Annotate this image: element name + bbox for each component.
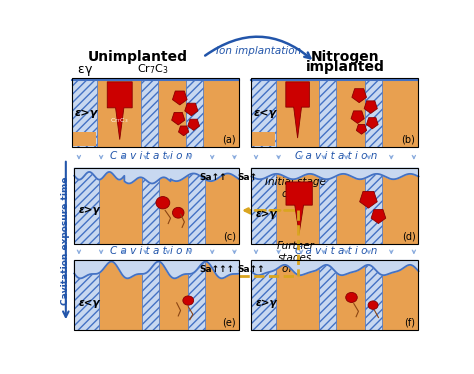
Text: (a): (a) [222, 135, 236, 145]
Bar [365, 78, 383, 147]
Bar [188, 168, 205, 243]
Polygon shape [107, 82, 132, 140]
Text: (e): (e) [222, 318, 236, 328]
Text: ε<γ: ε<γ [79, 298, 100, 308]
Bar [251, 168, 419, 243]
Bar [251, 260, 276, 330]
Bar [74, 260, 99, 330]
Text: Sa↑↑: Sa↑↑ [237, 265, 265, 274]
Bar [74, 260, 239, 330]
Polygon shape [360, 191, 377, 208]
Bar [141, 78, 158, 147]
Bar [74, 168, 239, 243]
Polygon shape [356, 125, 366, 134]
Bar [252, 132, 275, 146]
Polygon shape [364, 101, 377, 113]
Text: C a v i t a t i o n: C a v i t a t i o n [295, 246, 377, 256]
Polygon shape [179, 126, 189, 136]
Text: Nitrogen: Nitrogen [311, 49, 380, 64]
Polygon shape [188, 119, 200, 131]
Text: C a v i t a t i o n: C a v i t a t i o n [110, 151, 192, 161]
Bar [365, 168, 383, 243]
Text: Initial stage
of CE: Initial stage of CE [265, 177, 326, 199]
Bar [319, 168, 336, 243]
Text: Cr$_7$C$_3$: Cr$_7$C$_3$ [137, 62, 169, 76]
Bar [74, 168, 239, 243]
Bar [319, 260, 336, 330]
Bar [142, 260, 159, 330]
Polygon shape [173, 91, 187, 105]
Bar [74, 168, 99, 243]
Polygon shape [251, 260, 419, 275]
Ellipse shape [183, 296, 194, 305]
Bar [74, 260, 239, 330]
Text: ε<γ: ε<γ [254, 108, 277, 118]
Bar [365, 260, 383, 330]
Bar [251, 168, 419, 243]
Text: Sa↑↑↑: Sa↑↑↑ [199, 265, 234, 274]
Polygon shape [286, 182, 312, 233]
Text: ε>γ: ε>γ [256, 209, 278, 219]
Bar [72, 78, 239, 147]
Text: ε: ε [77, 63, 84, 76]
Text: Cavitation exposure time: Cavitation exposure time [61, 177, 70, 306]
Bar [188, 260, 205, 330]
Polygon shape [74, 168, 239, 184]
Text: (b): (b) [401, 135, 415, 145]
Text: Sa↑↑: Sa↑↑ [199, 173, 227, 182]
Text: ε>γ: ε>γ [79, 205, 100, 215]
Bar [319, 78, 336, 147]
Text: Unimplanted: Unimplanted [87, 49, 187, 64]
Text: ε>γ: ε>γ [256, 298, 278, 308]
Polygon shape [172, 113, 185, 125]
Ellipse shape [156, 197, 170, 209]
Bar [251, 260, 419, 330]
Text: (d): (d) [401, 231, 415, 241]
Bar [251, 260, 419, 330]
Text: Further
stages
of CE: Further stages of CE [276, 241, 314, 275]
Text: C a v i t a t i o n: C a v i t a t i o n [110, 246, 192, 256]
Text: Cr$_7$C$_3$: Cr$_7$C$_3$ [110, 116, 129, 125]
Polygon shape [366, 118, 378, 129]
Text: γ: γ [84, 63, 92, 76]
Polygon shape [185, 103, 198, 116]
Polygon shape [251, 168, 419, 179]
Text: implanted: implanted [306, 59, 385, 74]
Text: (f): (f) [404, 318, 415, 328]
Ellipse shape [173, 207, 184, 218]
Polygon shape [371, 209, 386, 224]
Polygon shape [351, 111, 364, 123]
Text: ε>γ: ε>γ [74, 108, 98, 118]
Bar [186, 78, 203, 147]
Ellipse shape [346, 292, 357, 303]
Ellipse shape [368, 301, 378, 309]
Bar [251, 168, 276, 243]
Bar [251, 78, 419, 147]
Bar [251, 78, 276, 147]
Text: Sa↑: Sa↑ [237, 173, 258, 182]
Bar [251, 78, 419, 147]
Text: Ion implantation: Ion implantation [216, 46, 301, 56]
Polygon shape [286, 82, 310, 138]
Bar [72, 78, 97, 147]
Polygon shape [74, 260, 239, 278]
Bar [72, 78, 239, 147]
Text: (c): (c) [223, 231, 236, 241]
Text: C a v i t a t i o n: C a v i t a t i o n [295, 151, 377, 161]
Polygon shape [352, 89, 366, 102]
Bar [142, 168, 159, 243]
Bar [73, 132, 96, 146]
